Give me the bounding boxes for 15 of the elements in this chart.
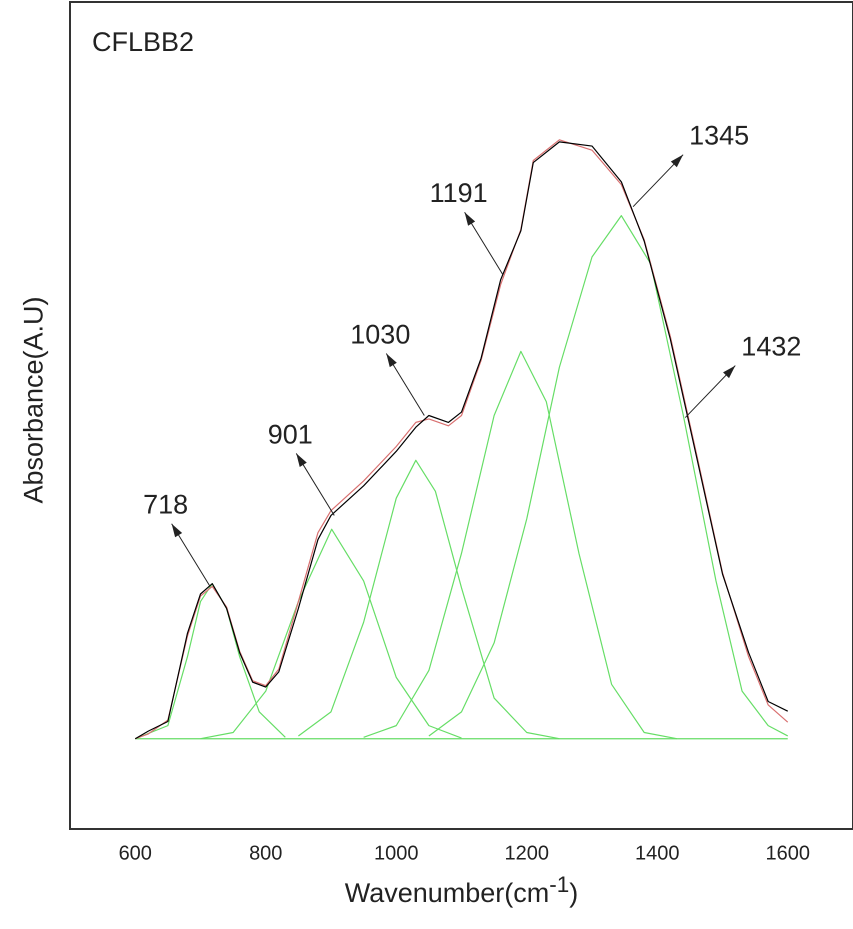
annotation: 901	[268, 419, 313, 450]
text: CFLBB2	[92, 26, 194, 57]
x-tick-label: 600	[118, 842, 152, 865]
annotation: 1030	[350, 319, 410, 350]
annotation: 718	[143, 490, 188, 520]
annotation: 1191	[430, 178, 488, 208]
x-tick-label: 1600	[766, 842, 810, 865]
annotation: 1432	[741, 332, 802, 362]
x-tick-label: 1400	[635, 842, 680, 865]
annotation: 1345	[689, 120, 750, 151]
x-tick-label: 800	[249, 842, 282, 865]
x-tick-label: 1200	[504, 842, 549, 865]
x-tick-label: 1000	[374, 842, 418, 865]
x-axis-title: Wavenumber(cm$^{-1}$)	[344, 872, 580, 909]
y-axis-title: Absorbance(A.U)	[18, 296, 50, 504]
